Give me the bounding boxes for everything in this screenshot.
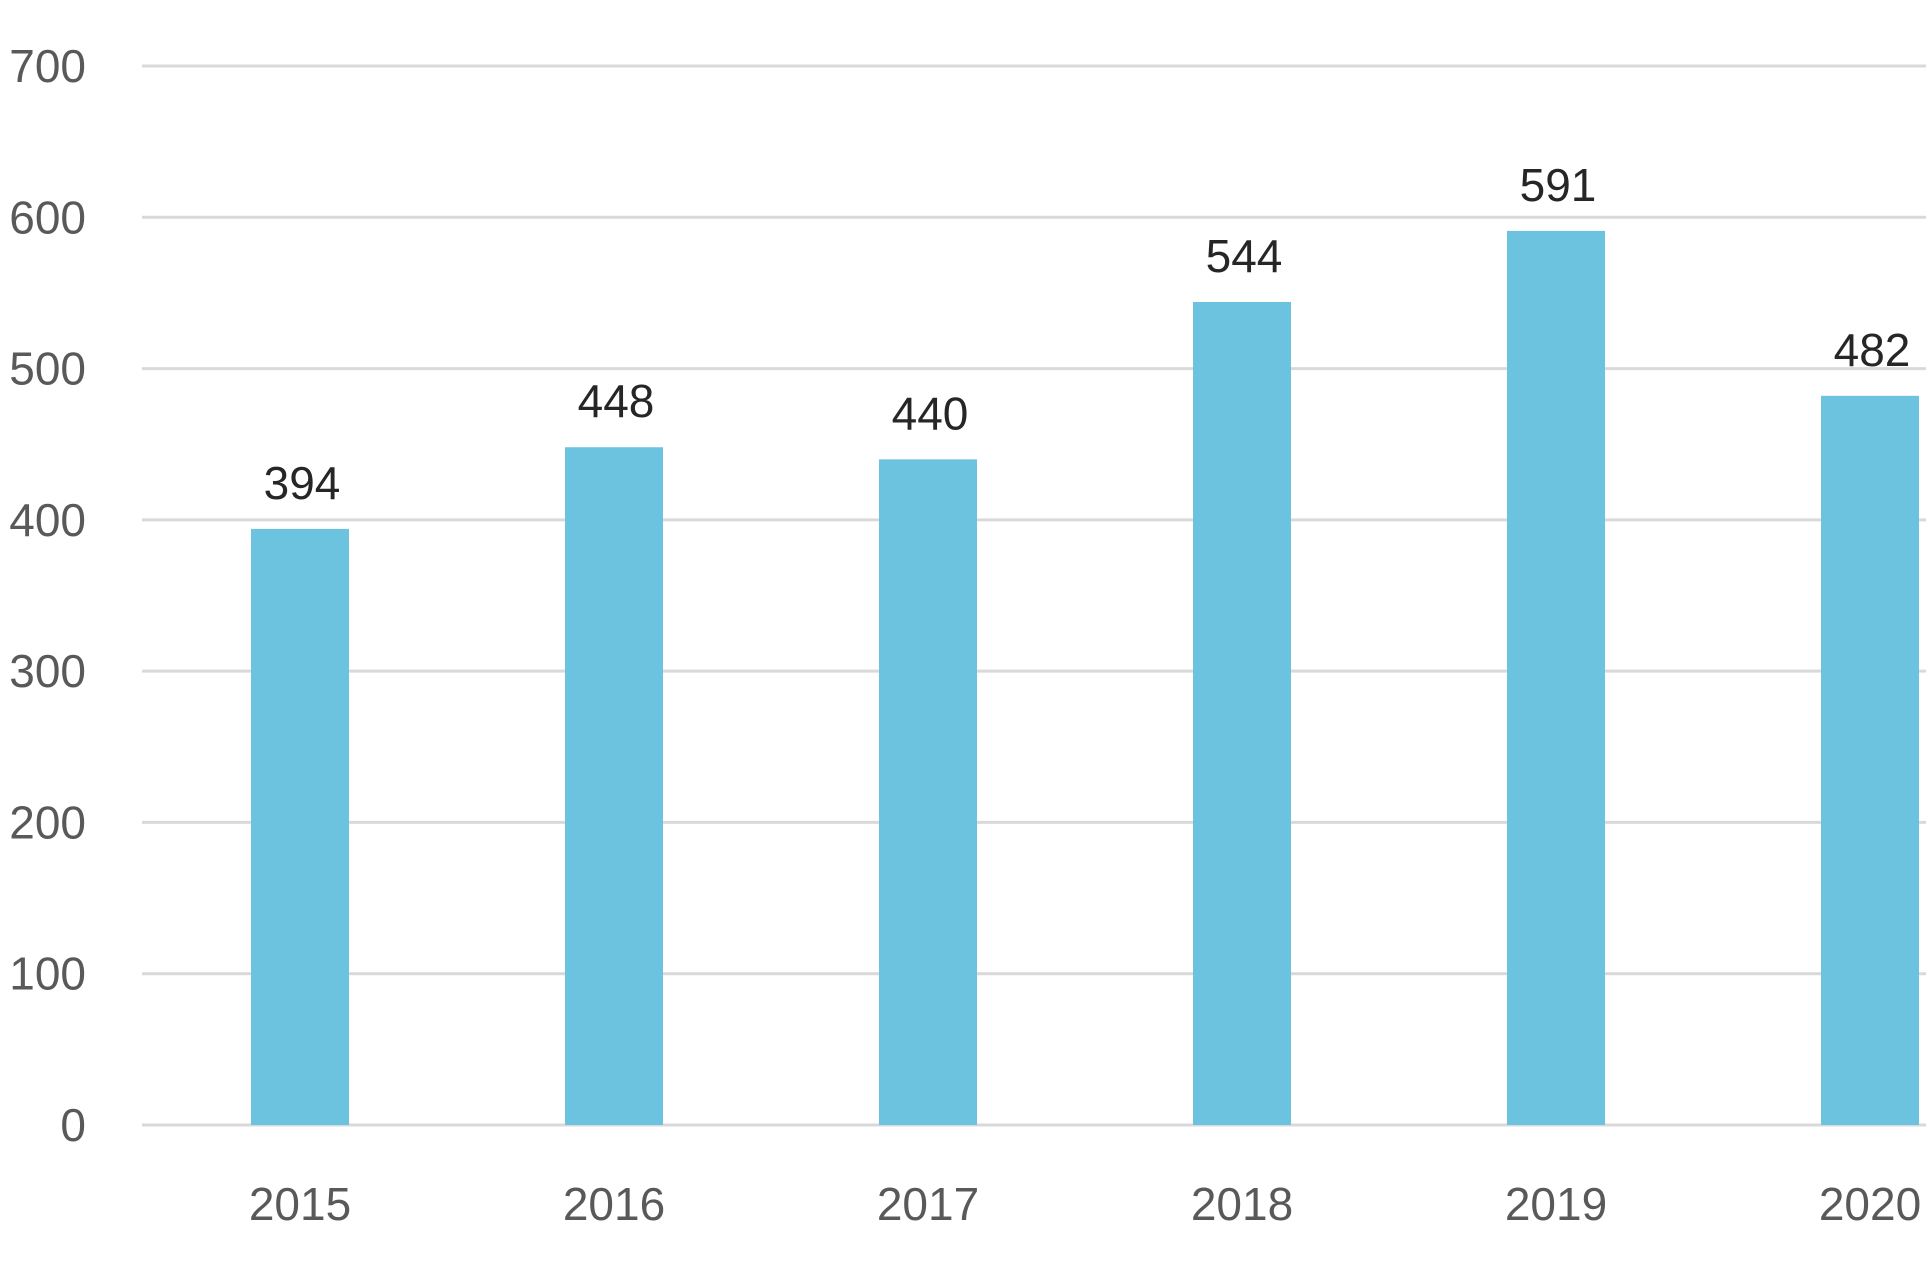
- gridlines: [142, 64, 1926, 1127]
- bar-2016: [565, 447, 663, 1125]
- x-tick-label-2016: 2016: [563, 1178, 665, 1230]
- bars: [251, 230, 1919, 1125]
- x-tick-label-2017: 2017: [877, 1178, 979, 1230]
- data-label-2017: 440: [892, 387, 969, 439]
- y-tick-label-400: 400: [9, 494, 86, 546]
- x-tick-label-2015: 2015: [249, 1178, 351, 1230]
- data-label-2015: 394: [264, 457, 341, 509]
- y-tick-label-200: 200: [9, 796, 86, 848]
- bar-2017: [879, 459, 977, 1125]
- x-tick-label-2019: 2019: [1505, 1178, 1607, 1230]
- data-label-2019: 591: [1520, 159, 1597, 211]
- x-tick-label-2020: 2020: [1819, 1178, 1921, 1230]
- y-axis-tick-labels: 0 100 200 300 400 500 600 700: [9, 40, 86, 1151]
- y-tick-label-700: 700: [9, 40, 86, 92]
- data-label-2016: 448: [578, 375, 655, 427]
- y-tick-label-300: 300: [9, 645, 86, 697]
- data-label-2020: 482: [1834, 324, 1911, 376]
- bar-2019: [1507, 230, 1605, 1125]
- y-tick-label-100: 100: [9, 948, 86, 1000]
- bar-2015: [251, 528, 349, 1125]
- y-tick-label-0: 0: [60, 1099, 86, 1151]
- y-tick-label-600: 600: [9, 191, 86, 243]
- data-labels: 394 448 440 544 591 482: [264, 159, 1911, 509]
- x-tick-label-2018: 2018: [1191, 1178, 1293, 1230]
- bar-2018: [1193, 302, 1291, 1125]
- y-tick-label-500: 500: [9, 343, 86, 395]
- data-label-2018: 544: [1206, 230, 1283, 282]
- x-axis-tick-labels: 2015 2016 2017 2018 2019 2020: [249, 1178, 1921, 1230]
- bar-2020: [1821, 395, 1919, 1125]
